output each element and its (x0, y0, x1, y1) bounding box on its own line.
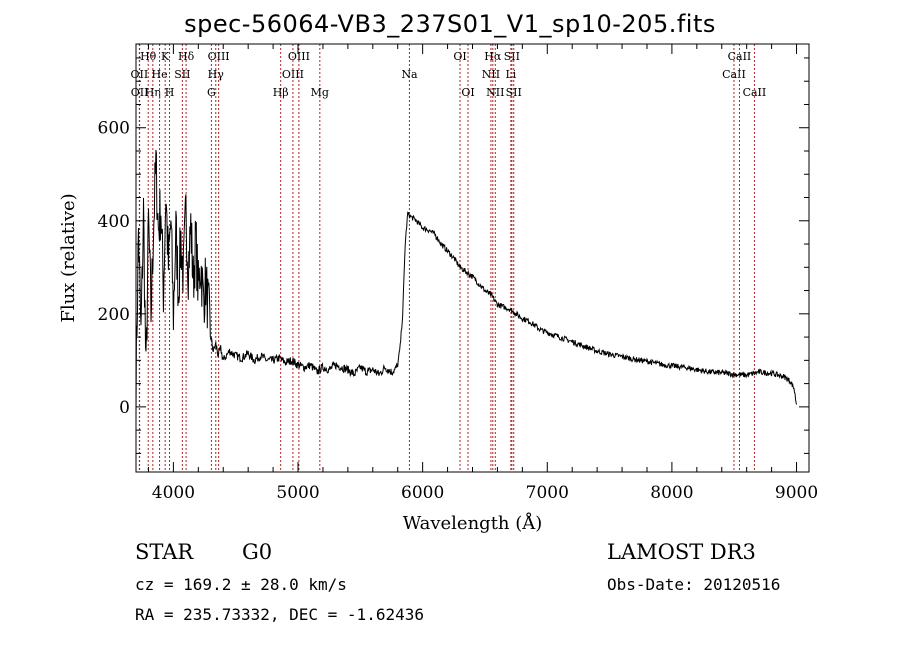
line-marker-label: Hα (484, 50, 502, 63)
line-marker-label: OIII (282, 68, 304, 81)
y-tick-label: 600 (98, 119, 130, 139)
line-marker-label: G (207, 86, 216, 99)
survey-name: LAMOST DR3 (607, 540, 756, 564)
ra-dec: RA = 235.73332, DEC = -1.62436 (135, 605, 424, 624)
line-marker-label: Hδ (178, 50, 195, 63)
line-marker-label: OII (131, 86, 149, 99)
line-marker-label: Li (505, 68, 516, 81)
x-axis-label: Wavelength (Å) (403, 512, 543, 534)
line-marker-label: OIII (288, 50, 310, 63)
object-subclass: G0 (242, 540, 273, 564)
line-marker-label: OI (453, 50, 466, 63)
line-marker-label: SII (506, 86, 522, 99)
series-line-flux (135, 149, 797, 417)
y-tick-label: 200 (98, 305, 130, 325)
chart-title: spec-56064-VB3_237S01_V1_sp10-205.fits (184, 10, 716, 38)
x-tick-label: 7000 (526, 483, 569, 503)
plot-frame (135, 43, 810, 473)
x-tick-label: 6000 (401, 483, 444, 503)
x-tick-label: 4000 (152, 483, 195, 503)
line-marker-label: Hβ (273, 86, 289, 99)
line-marker-label: OIII (208, 50, 230, 63)
line-marker-label: OI (461, 86, 474, 99)
line-marker-label: Hγ (208, 68, 225, 81)
line-marker-label: NII (486, 86, 504, 99)
line-marker-label: CaII (722, 68, 746, 81)
line-marker-label: SII (174, 68, 190, 81)
series-group (135, 149, 797, 417)
obs-date: Obs-Date: 20120516 (607, 575, 781, 594)
line-marker-label: CaII (743, 86, 767, 99)
y-tick-label: 0 (119, 398, 130, 418)
y-tick-label: 400 (98, 212, 130, 232)
line-marker-label: SII (504, 50, 520, 63)
x-tick-label: 5000 (276, 483, 319, 503)
x-tick-label: 9000 (775, 483, 818, 503)
line-marker-label: He (152, 68, 168, 81)
line-marker-label: Na (401, 68, 418, 81)
line-marker-label: Mg (311, 86, 329, 99)
object-class: STAR (135, 540, 194, 564)
line-marker-label: CaII (728, 50, 752, 63)
line-marker-label: Hθ (140, 50, 157, 63)
line-marker-label: NII (482, 68, 500, 81)
line-marker-label: K (161, 50, 170, 63)
line-marker-label: H (165, 86, 175, 99)
redshift-readout: cz = 169.2 ± 28.0 km/s (135, 575, 347, 594)
axis-ticks: 4000 5000 6000 7000 8000 9000 0 200 400 600 (98, 44, 818, 503)
axis-labels: Wavelength (Å) Flux (relative) (58, 193, 542, 534)
y-axis-label: Flux (relative) (58, 193, 79, 322)
line-marker-label: Hη (145, 86, 161, 99)
line-marker-label: OII (131, 68, 149, 81)
x-tick-label: 8000 (650, 483, 693, 503)
